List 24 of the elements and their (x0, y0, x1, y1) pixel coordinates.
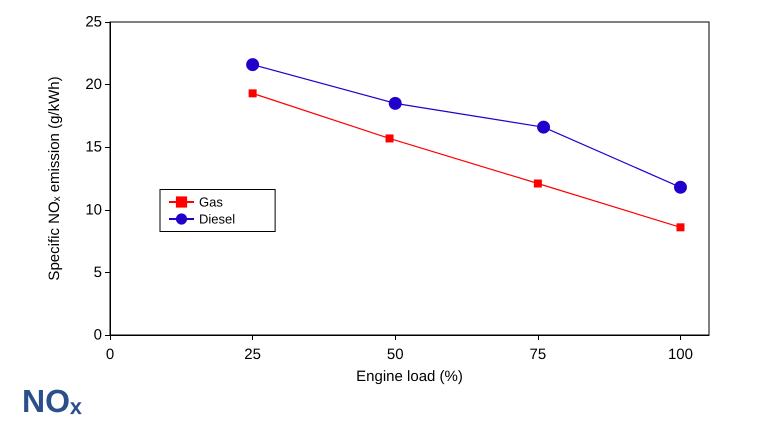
y-tick-label: 10 (85, 201, 102, 218)
text: NOₓ (22, 383, 82, 419)
y-tick-label: 5 (94, 264, 102, 281)
point (537, 120, 550, 134)
legend-label: Gas (199, 194, 224, 210)
x-axis-title: Engine load (%) (356, 368, 463, 385)
x-tick-label: 0 (106, 346, 114, 363)
y-tick-label: 25 (85, 14, 102, 30)
point (386, 134, 394, 142)
y-axis-title: Specific NOₓ emission (g/kWh) (46, 76, 63, 281)
x-tick-label: 100 (668, 346, 693, 363)
x-tick-label: 25 (244, 346, 261, 363)
point (248, 89, 257, 98)
y-tick-label: 15 (85, 138, 102, 156)
point (676, 223, 684, 232)
point (388, 96, 402, 110)
point (674, 180, 687, 194)
x-tick-label: 75 (530, 346, 546, 363)
y-tick-label: 20 (85, 76, 102, 94)
legend-label: Diesel (199, 212, 236, 226)
x-tick-label: 50 (386, 346, 404, 363)
point (246, 58, 260, 72)
point (534, 180, 542, 188)
y-tick-label: 0 (94, 326, 102, 344)
